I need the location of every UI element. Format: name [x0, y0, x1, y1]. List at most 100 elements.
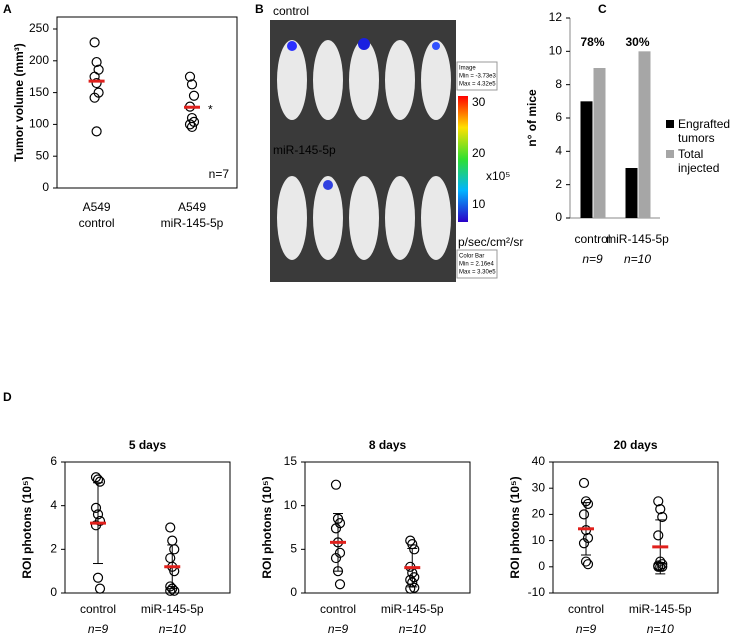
y-tick-label: 40	[532, 454, 546, 468]
data-point	[90, 502, 102, 513]
plot-frame	[56, 16, 238, 189]
x-tick-label: miR-145-5p	[141, 602, 204, 616]
y-axis-label: ROI photons (10⁵)	[260, 476, 274, 578]
data-point	[169, 585, 180, 596]
data-point	[92, 572, 104, 583]
panel-letter: D	[3, 390, 12, 404]
data-point	[405, 583, 416, 594]
plot-frame	[64, 461, 231, 594]
y-axis-label: n° of mice	[525, 89, 539, 147]
colorbar-info: Min = 2.16e4	[459, 262, 495, 268]
note: n=7	[209, 167, 230, 181]
x-tick-label: A549	[178, 200, 206, 214]
sample-size: n=9	[576, 622, 597, 636]
y-tick-label: 10	[549, 44, 563, 58]
data-point	[578, 509, 590, 520]
y-tick-label: 12	[549, 10, 563, 24]
percent-label: 30%	[625, 35, 649, 49]
sample-size: n=9	[328, 622, 349, 636]
sample-size: n=10	[647, 622, 674, 636]
y-tick-label: 4	[555, 144, 562, 158]
bar	[625, 168, 638, 218]
data-point	[653, 530, 664, 541]
x-tick-label: miR-145-5p	[606, 232, 669, 246]
data-point	[330, 479, 342, 490]
data-point	[89, 37, 100, 48]
y-tick-label: 4	[50, 498, 57, 512]
data-point	[330, 552, 342, 564]
sample-size: n=10	[159, 622, 186, 636]
data-point	[582, 498, 594, 510]
chart-title: 20 days	[613, 438, 657, 452]
bar	[580, 101, 593, 218]
mice-top	[277, 40, 451, 120]
data-point	[91, 77, 102, 89]
y-tick-label: 8	[555, 77, 562, 91]
sample-size: n=10	[624, 252, 651, 266]
data-point	[94, 476, 106, 487]
y-tick-label: 15	[284, 454, 298, 468]
data-point	[653, 496, 664, 507]
image-info: Max = 4.32e5	[459, 82, 496, 88]
colorbar-tick-label: 10	[472, 197, 486, 211]
data-point	[409, 544, 420, 555]
y-tick-label: -10	[528, 585, 546, 599]
chart-title: 5 days	[129, 438, 167, 452]
data-point	[186, 121, 198, 133]
y-tick-label: 2	[555, 177, 562, 191]
colorbar	[458, 96, 468, 222]
image-label: control	[273, 4, 309, 18]
x-tick-label: miR-145-5p	[161, 216, 224, 230]
y-axis-label: Tumor volume (mm³)	[12, 43, 26, 161]
data-point	[165, 585, 176, 596]
bar	[638, 51, 651, 219]
colorbar-unit: x10⁵	[486, 169, 510, 183]
colorbar-units-text: p/sec/cm²/sr	[458, 235, 523, 249]
plot-frame	[304, 461, 471, 594]
colorbar-info-box	[456, 249, 498, 279]
y-tick-label: 50	[36, 148, 50, 162]
y-tick-label: 0	[538, 559, 545, 573]
mice-bottom	[277, 176, 451, 260]
legend-entry: Total injected	[678, 147, 720, 175]
y-tick-label: 0	[555, 210, 562, 224]
y-tick-label: 2	[50, 542, 57, 556]
data-point	[89, 92, 100, 103]
image-info: Min = -3.73e3	[459, 74, 497, 80]
significance-mark: *	[208, 102, 213, 116]
sample-size: n=9	[582, 252, 603, 266]
data-point	[578, 538, 590, 549]
x-tick-label: miR-145-5p	[629, 602, 692, 616]
y-axis-label: ROI photons (10⁵)	[20, 476, 34, 578]
data-point	[334, 579, 346, 590]
y-tick-label: 30	[532, 480, 546, 494]
data-point	[91, 56, 102, 68]
panel-letter: B	[255, 2, 264, 16]
data-point	[655, 504, 666, 515]
legend-label: Total injected	[678, 147, 720, 175]
y-tick-label: 5	[290, 542, 297, 556]
y-tick-label: 100	[29, 117, 49, 131]
colorbar-info: Color Bar	[459, 254, 484, 260]
data-point	[184, 119, 196, 130]
legend-swatch	[666, 150, 674, 158]
y-tick-label: 0	[42, 180, 49, 194]
y-tick-label: 10	[532, 533, 546, 547]
y-tick-label: 6	[555, 110, 562, 124]
data-point	[653, 561, 664, 572]
x-tick-label: control	[79, 216, 115, 230]
image-info-box	[456, 61, 498, 91]
y-axis-label: ROI photons (10⁵)	[508, 476, 522, 578]
bar	[593, 68, 606, 218]
percent-label: 78%	[580, 35, 604, 49]
x-tick-label: A549	[83, 200, 111, 214]
data-point	[91, 126, 102, 137]
data-point	[167, 535, 178, 546]
legend-entry: Engrafted tumors	[678, 117, 730, 145]
y-tick-label: 0	[50, 585, 57, 599]
y-tick-label: 20	[532, 507, 546, 521]
image-label: miR-145-5p	[273, 143, 336, 157]
data-point	[578, 477, 590, 489]
data-point	[657, 561, 668, 572]
